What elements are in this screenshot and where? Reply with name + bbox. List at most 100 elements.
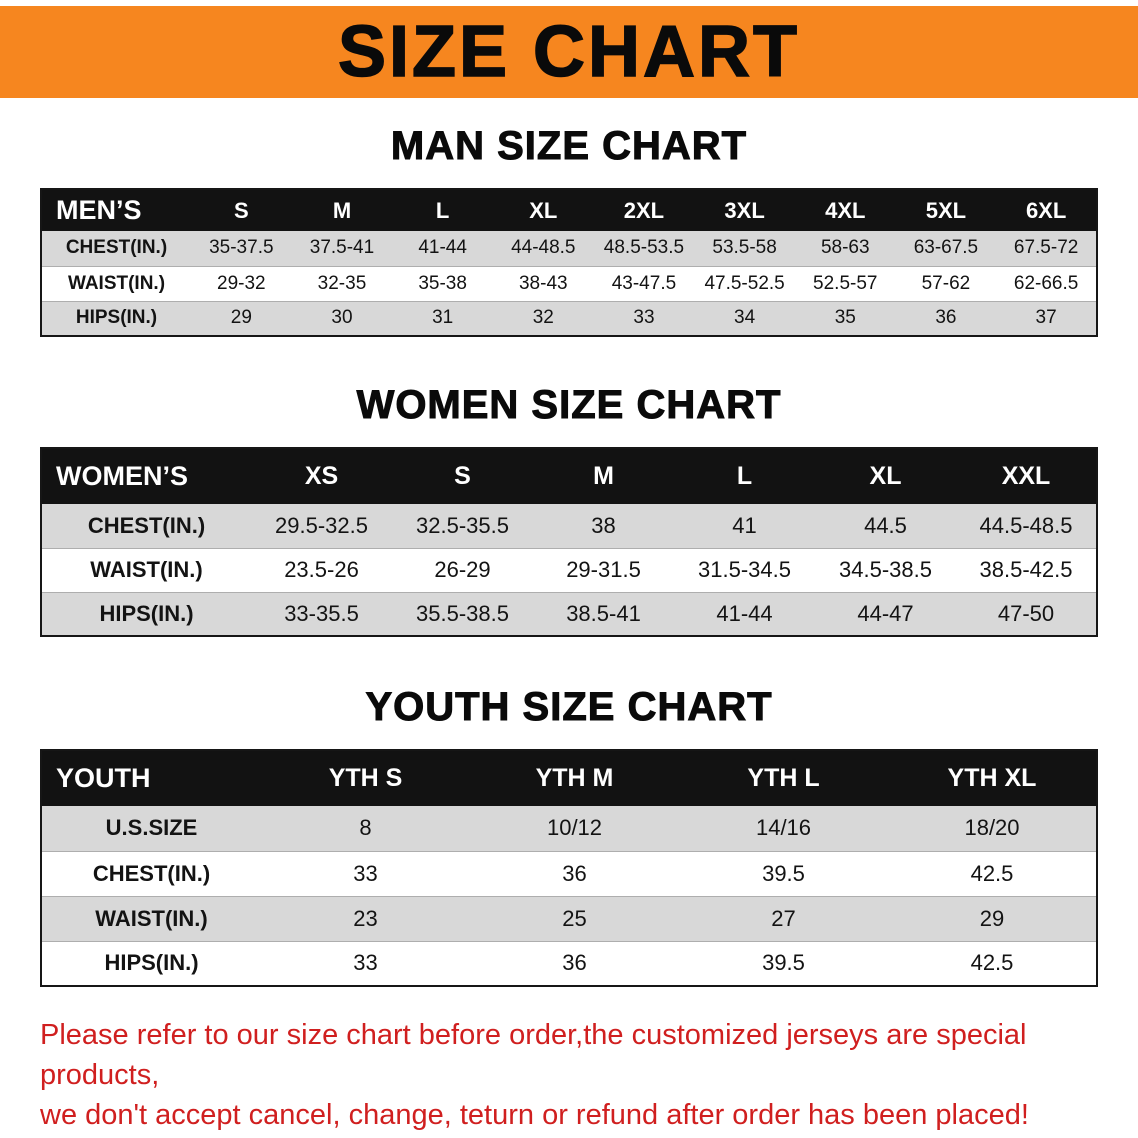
size-value-cell: 39.5 — [762, 950, 805, 976]
size-value-cell: 62-66.5 — [1013, 272, 1079, 294]
table-row: HIPS(IN.) 29 30 31 32 33 34 35 36 37 — [41, 301, 1097, 336]
size-column-header: YTH L — [679, 750, 888, 806]
size-value-cell: 35-37.5 — [209, 237, 274, 259]
size-column-header: YTH M — [470, 750, 679, 806]
size-value-cell: 58-63 — [820, 237, 870, 259]
table-corner-label: WOMEN’S — [41, 448, 251, 504]
table-body: U.S.SIZE 8 10/12 14/16 18/20 CHEST(IN.) 33 36 39… — [41, 806, 1097, 986]
table-row: WAIST(IN.) 23 25 27 29 — [41, 896, 1097, 941]
women-section-heading: WOMEN SIZE CHART — [356, 383, 782, 428]
size-value-cell: 29-31.5 — [566, 557, 641, 582]
size-value-cell: 31.5-34.5 — [698, 557, 791, 582]
table-corner-label: MEN’S — [41, 189, 191, 231]
youth-section-heading: YOUTH SIZE CHART — [365, 685, 773, 730]
size-value-cell: 43-47.5 — [611, 272, 677, 294]
size-value-cell: 36 — [562, 950, 587, 976]
measurement-row-label: HIPS(IN.) — [104, 950, 199, 976]
size-value-cell: 34 — [734, 307, 756, 329]
table-corner-label: YOUTH — [41, 750, 261, 806]
size-value-cell: 41-44 — [716, 600, 773, 626]
size-value-cell: 10/12 — [546, 815, 603, 841]
table-header: YOUTH YTH S YTH M YTH L YTH XL — [41, 750, 1097, 806]
men-size-table: MEN’S S M L XL 2XL 3XL 4XL 5XL 6XL CHEST(IN.) 35-37… — [40, 188, 1098, 337]
size-value-cell: 25 — [562, 905, 587, 931]
men-section-heading: MAN SIZE CHART — [390, 124, 748, 169]
size-column-header: 3XL — [694, 189, 795, 231]
size-value-cell: 63-67.5 — [913, 237, 979, 259]
size-value-cell: 44.5-48.5 — [979, 512, 1073, 538]
table-row: CHEST(IN.) 35-37.5 37.5-41 41-44 44-48.5 48.5… — [41, 231, 1097, 266]
women-size-section: WOMEN SIZE CHART WOMEN’S XS S M L XL XXL CHEST(… — [0, 381, 1138, 637]
size-value-cell: 47-50 — [997, 600, 1055, 626]
table-row: WAIST(IN.) 23.5-26 26-29 29-31.5 31.5-34.5 34… — [41, 548, 1097, 592]
size-value-cell: 41-44 — [418, 237, 467, 259]
size-column-header: 2XL — [593, 189, 695, 231]
size-value-cell: 38.5-42.5 — [979, 557, 1073, 582]
table-row: CHEST(IN.) 29.5-32.5 32.5-35.5 38 41 44.5 44.5… — [41, 504, 1097, 548]
table-row: HIPS(IN.) 33 36 39.5 42.5 — [41, 941, 1097, 986]
size-value-cell: 37 — [1035, 307, 1057, 329]
size-value-cell: 33 — [353, 950, 378, 976]
size-value-cell: 53.5-58 — [712, 237, 777, 259]
size-value-cell: 23 — [353, 905, 378, 931]
size-value-cell: 34.5-38.5 — [839, 557, 932, 582]
size-column-header: M — [533, 448, 674, 504]
size-value-cell: 57-62 — [921, 272, 971, 294]
measurement-row-label: HIPS(IN.) — [99, 600, 194, 626]
size-value-cell: 38.5-41 — [566, 600, 641, 626]
size-value-cell: 42.5 — [970, 860, 1014, 886]
size-column-header: L — [392, 189, 493, 231]
size-value-cell: 29 — [230, 307, 252, 329]
women-size-table: WOMEN’S XS S M L XL XXL CHEST(IN.) 29.5-32.5 32.5… — [40, 447, 1098, 637]
measurement-row-label: WAIST(IN.) — [95, 905, 208, 931]
size-value-cell: 32.5-35.5 — [416, 512, 509, 538]
size-value-cell: 32 — [532, 307, 554, 329]
size-value-cell: 14/16 — [755, 815, 812, 841]
table-header: WOMEN’S XS S M L XL XXL — [41, 448, 1097, 504]
size-column-header: XS — [251, 448, 392, 504]
size-value-cell: 27 — [771, 905, 796, 931]
size-value-cell: 29 — [979, 905, 1005, 931]
size-column-header: YTH XL — [888, 750, 1097, 806]
size-value-cell: 33 — [633, 307, 655, 329]
size-value-cell: 29-32 — [217, 272, 266, 294]
size-value-cell: 31 — [432, 307, 454, 329]
youth-size-table: YOUTH YTH S YTH M YTH L YTH XL U.S.SIZE 8 10/12… — [40, 749, 1098, 987]
size-value-cell: 48.5-53.5 — [603, 237, 685, 259]
size-value-cell: 37.5-41 — [309, 237, 375, 259]
size-column-header: 5XL — [895, 189, 997, 231]
size-column-header: S — [392, 448, 533, 504]
measurement-row-label: U.S.SIZE — [105, 815, 198, 841]
measurement-row-label: CHEST(IN.) — [65, 237, 168, 259]
table-row: HIPS(IN.) 33-35.5 35.5-38.5 38.5-41 41-44 44-… — [41, 592, 1097, 636]
size-value-cell: 35 — [834, 307, 856, 329]
measurement-row-label: WAIST(IN.) — [67, 272, 166, 294]
page-title: SIZE CHART — [337, 12, 800, 92]
banner: SIZE CHART — [0, 6, 1138, 98]
table-row: U.S.SIZE 8 10/12 14/16 18/20 — [41, 806, 1097, 851]
size-value-cell: 36 — [935, 307, 957, 329]
size-column-header: 4XL — [794, 189, 896, 231]
size-column-header: 6XL — [996, 189, 1097, 231]
disclaimer-note: Please refer to our size chart before or… — [40, 1015, 1098, 1135]
size-value-cell: 44-47 — [857, 600, 914, 626]
size-value-cell: 33 — [353, 860, 378, 886]
size-value-cell: 44.5 — [864, 512, 907, 538]
size-column-header: XL — [815, 448, 956, 504]
size-value-cell: 35.5-38.5 — [416, 600, 509, 626]
size-value-cell: 52.5-57 — [813, 272, 878, 294]
size-value-cell: 8 — [359, 815, 372, 841]
table-row: WAIST(IN.) 29-32 32-35 35-38 38-43 43-47.5 47.… — [41, 266, 1097, 301]
size-column-header: XXL — [956, 448, 1097, 504]
size-column-header: YTH S — [261, 750, 470, 806]
size-column-header: L — [674, 448, 815, 504]
size-value-cell: 18/20 — [964, 815, 1020, 841]
measurement-row-label: CHEST(IN.) — [92, 860, 211, 886]
men-size-section: MAN SIZE CHART MEN’S S M L XL 2XL 3XL 4XL 5XL 6XL… — [0, 122, 1138, 337]
table-row: CHEST(IN.) 33 36 39.5 42.5 — [41, 851, 1097, 896]
size-value-cell: 36 — [562, 860, 587, 886]
size-value-cell: 42.5 — [970, 950, 1014, 976]
size-value-cell: 67.5-72 — [1013, 237, 1079, 259]
size-value-cell: 39.5 — [762, 860, 805, 886]
size-value-cell: 35-38 — [418, 272, 467, 294]
